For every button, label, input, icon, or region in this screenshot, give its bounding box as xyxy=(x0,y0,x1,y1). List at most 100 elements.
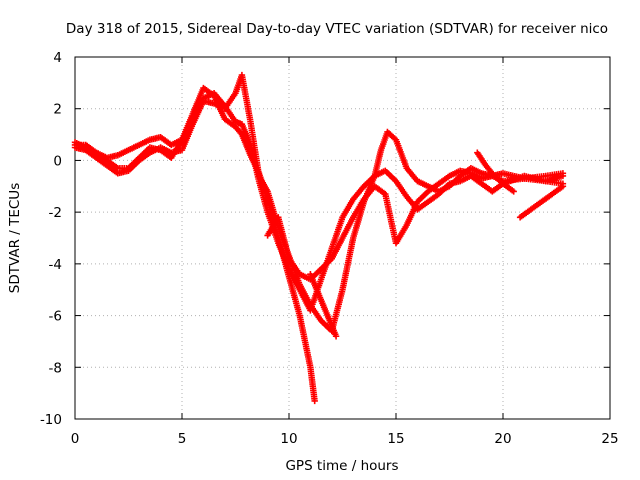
marker-run xyxy=(415,199,430,212)
marker-run xyxy=(307,366,318,402)
marker-run xyxy=(458,168,473,177)
marker-run xyxy=(416,178,430,189)
marker-run xyxy=(239,74,254,123)
x-tick-label: 15 xyxy=(387,431,404,447)
marker-run xyxy=(340,216,356,240)
marker-run xyxy=(480,173,494,182)
y-tick-label: -6 xyxy=(49,309,62,325)
marker-run xyxy=(437,182,452,196)
marker-run xyxy=(393,138,410,170)
marker-run xyxy=(475,151,488,168)
marker-run xyxy=(296,314,314,369)
marker-run xyxy=(448,168,462,179)
series-6 xyxy=(474,149,517,195)
marker-run xyxy=(137,137,152,148)
marker-run xyxy=(426,181,441,194)
marker-run xyxy=(298,271,312,282)
marker-run xyxy=(308,272,320,291)
x-tick-label: 25 xyxy=(601,431,618,447)
marker-run xyxy=(73,140,88,150)
series-3 xyxy=(71,90,567,314)
marker-run xyxy=(327,319,339,338)
y-tick-label: -8 xyxy=(49,360,62,376)
marker-run xyxy=(372,184,387,197)
x-tick-label: 20 xyxy=(494,431,511,447)
marker-run xyxy=(179,117,195,142)
marker-run xyxy=(329,216,345,250)
marker-run xyxy=(393,223,409,245)
marker-run xyxy=(483,163,497,178)
marker-run xyxy=(247,120,262,177)
marker-run xyxy=(529,199,544,212)
marker-run xyxy=(233,125,244,137)
marker-run xyxy=(179,123,196,152)
marker-run xyxy=(105,158,120,171)
marker-run xyxy=(212,91,227,108)
x-tick-label: 5 xyxy=(178,431,187,447)
marker-run xyxy=(448,178,462,187)
series-7 xyxy=(516,183,567,221)
marker-run xyxy=(362,174,377,188)
marker-run xyxy=(297,288,313,312)
marker-run xyxy=(415,189,430,204)
marker-run xyxy=(544,178,564,187)
marker-run xyxy=(148,134,162,143)
marker-run xyxy=(169,137,184,148)
plot-frame xyxy=(74,56,611,420)
data-points xyxy=(71,71,567,405)
marker-run xyxy=(223,117,238,129)
marker-run xyxy=(116,147,130,158)
marker-run xyxy=(426,192,441,204)
marker-run xyxy=(287,257,302,276)
marker-run xyxy=(518,207,533,220)
marker-run xyxy=(286,275,303,317)
marker-run xyxy=(127,142,141,153)
marker-run xyxy=(340,197,356,219)
series-5 xyxy=(307,271,340,340)
marker-run xyxy=(501,175,526,185)
marker-run xyxy=(373,168,387,179)
marker-run xyxy=(404,166,420,183)
marker-run xyxy=(469,171,483,181)
y-axis-label: SDTVAR / TECUs xyxy=(7,183,23,293)
y-tick-label: 0 xyxy=(53,153,62,169)
marker-run xyxy=(239,122,253,147)
series-4 xyxy=(264,167,567,283)
marker-run xyxy=(550,184,565,197)
y-tick-label: -4 xyxy=(49,257,62,273)
marker-run xyxy=(105,163,120,176)
y-tick-label: -10 xyxy=(40,412,62,428)
marker-run xyxy=(233,119,244,127)
marker-run xyxy=(202,98,216,107)
marker-run xyxy=(329,236,345,260)
marker-run xyxy=(159,145,173,155)
marker-run xyxy=(275,242,292,271)
marker-run xyxy=(501,181,516,194)
marker-run xyxy=(385,130,398,142)
y-tick-label: -2 xyxy=(49,205,62,221)
y-tick-label: 2 xyxy=(53,102,62,118)
x-tick-label: 10 xyxy=(280,431,297,447)
marker-run xyxy=(94,155,109,168)
marker-run xyxy=(458,173,473,184)
marker-run xyxy=(148,145,162,155)
marker-run xyxy=(169,147,184,156)
marker-run xyxy=(105,152,120,161)
marker-run xyxy=(275,216,292,260)
marker-run xyxy=(351,197,366,219)
marker-run xyxy=(222,104,238,124)
marker-run xyxy=(137,150,152,163)
marker-run xyxy=(116,168,130,177)
x-tick-label: 0 xyxy=(71,431,80,447)
marker-run xyxy=(544,170,564,179)
marker-run xyxy=(158,135,173,147)
marker-run xyxy=(394,179,409,199)
marker-run xyxy=(492,174,505,186)
marker-run xyxy=(126,158,141,173)
marker-run xyxy=(320,304,333,322)
marker-run xyxy=(247,143,262,183)
marker-run xyxy=(339,236,356,291)
marker-run xyxy=(286,267,302,291)
